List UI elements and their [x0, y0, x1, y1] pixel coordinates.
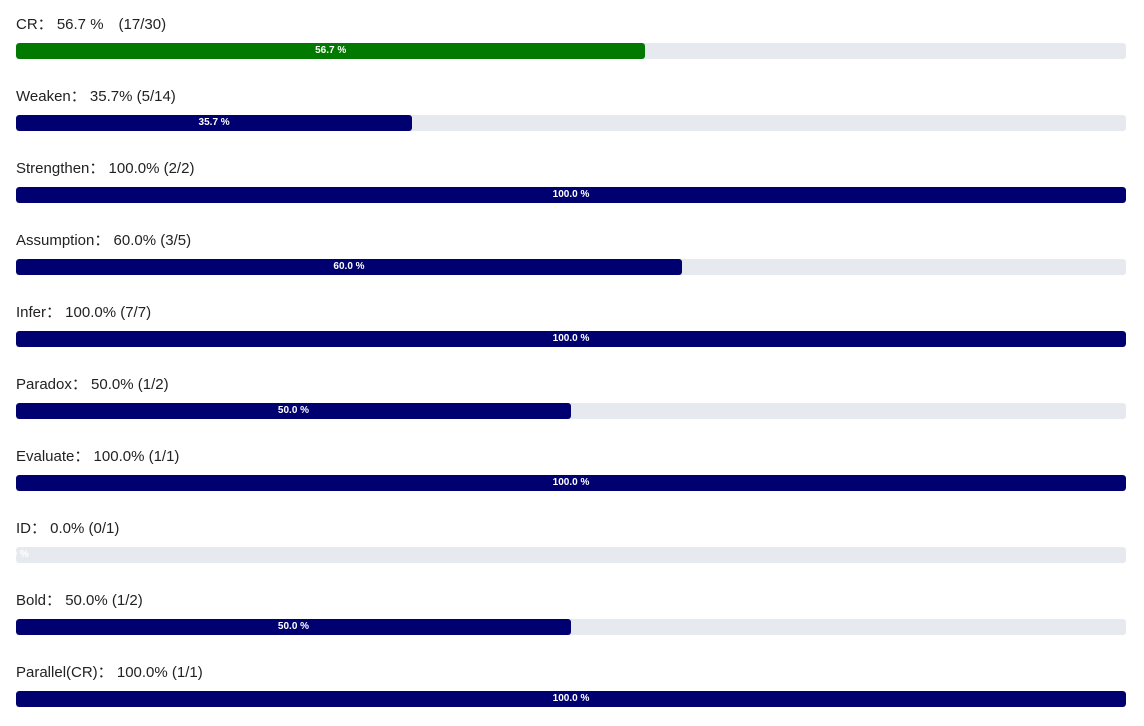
- progress-label: Paradox： 50.0% (1/2): [16, 376, 169, 393]
- progress-value-label: 100.0 %: [552, 333, 590, 344]
- progress-track: 0.0 %: [16, 547, 1126, 563]
- progress-value-label: 100.0 %: [552, 477, 590, 488]
- progress-label: ID： 0.0% (0/1): [16, 520, 120, 537]
- progress-row: ID： 0.0% (0/1) 0.0 %: [16, 504, 1126, 576]
- progress-value-label: 100.0 %: [552, 693, 590, 704]
- progress-label: Assumption： 60.0% (3/5): [16, 232, 192, 249]
- progress-label: CR： 56.7 % (17/30): [16, 16, 167, 33]
- progress-value-label: 50.0 %: [277, 405, 310, 416]
- progress-row: Infer： 100.0% (7/7) 100.0 %: [16, 288, 1126, 360]
- progress-row: CR： 56.7 % (17/30) 56.7 %: [16, 0, 1126, 72]
- progress-track: 50.0 %: [16, 403, 1126, 419]
- progress-row: Evaluate： 100.0% (1/1) 100.0 %: [16, 432, 1126, 504]
- progress-row: Assumption： 60.0% (3/5) 60.0 %: [16, 216, 1126, 288]
- progress-track: 100.0 %: [16, 475, 1126, 491]
- progress-value-label: 100.0 %: [552, 189, 590, 200]
- progress-row: Weaken： 35.7% (5/14) 35.7 %: [16, 72, 1126, 144]
- progress-row: Bold： 50.0% (1/2) 50.0 %: [16, 576, 1126, 648]
- progress-label: Bold： 50.0% (1/2): [16, 592, 143, 609]
- progress-fill: [16, 43, 646, 59]
- progress-fill: [16, 619, 571, 635]
- progress-track: 56.7 %: [16, 43, 1126, 59]
- progress-track: 35.7 %: [16, 115, 1126, 131]
- progress-value-label: 50.0 %: [277, 621, 310, 632]
- progress-fill: [16, 691, 1126, 707]
- progress-label: Infer： 100.0% (7/7): [16, 304, 152, 321]
- progress-fill: [16, 115, 413, 131]
- progress-fill: [16, 475, 1126, 491]
- progress-fill: [16, 259, 682, 275]
- progress-value-label: 35.7 %: [198, 117, 230, 128]
- progress-label: Strengthen： 100.0% (2/2): [16, 160, 195, 177]
- progress-fill: [16, 331, 1126, 347]
- progress-value-label: 0.0 %: [16, 549, 29, 560]
- progress-label: Evaluate： 100.0% (1/1): [16, 448, 180, 465]
- progress-row: Strengthen： 100.0% (2/2) 100.0 %: [16, 144, 1126, 216]
- progress-value-label: 60.0 %: [333, 261, 365, 272]
- progress-track: 60.0 %: [16, 259, 1126, 275]
- progress-fill: [16, 187, 1126, 203]
- progress-track: 50.0 %: [16, 619, 1126, 635]
- progress-track: 100.0 %: [16, 331, 1126, 347]
- progress-row: Paradox： 50.0% (1/2) 50.0 %: [16, 360, 1126, 432]
- progress-track: 100.0 %: [16, 691, 1126, 707]
- progress-row: Parallel(CR)： 100.0% (1/1) 100.0 %: [16, 648, 1126, 720]
- progress-label: Parallel(CR)： 100.0% (1/1): [16, 664, 203, 681]
- progress-label: Weaken： 35.7% (5/14): [16, 88, 176, 105]
- progress-value-label: 56.7 %: [315, 45, 347, 56]
- progress-list: CR： 56.7 % (17/30) 56.7 % Weaken： 35.7% …: [16, 0, 1126, 720]
- progress-track: 100.0 %: [16, 187, 1126, 203]
- progress-fill: [16, 403, 571, 419]
